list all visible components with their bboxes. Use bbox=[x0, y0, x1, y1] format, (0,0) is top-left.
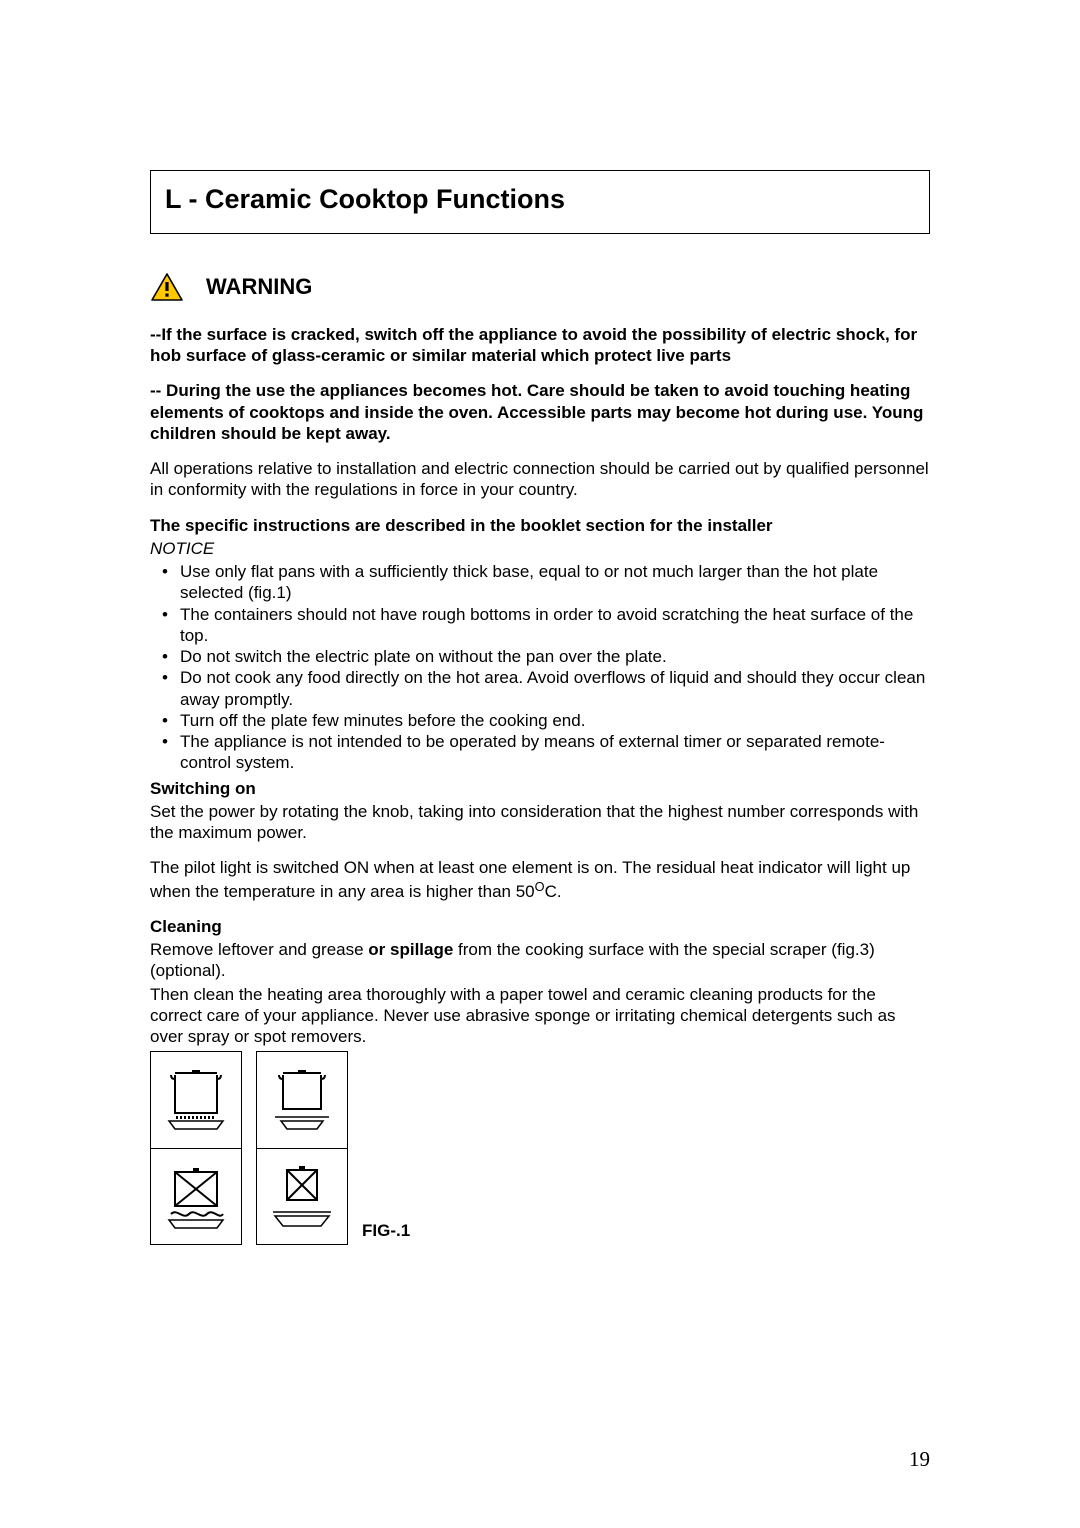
switching-p2: The pilot light is switched ON when at l… bbox=[150, 857, 930, 902]
pan-good-icon bbox=[151, 1052, 241, 1148]
cleaning-p1-bold: or spillage bbox=[368, 940, 453, 959]
figure-column-right bbox=[256, 1051, 348, 1245]
switching-sup: O bbox=[535, 879, 545, 894]
list-item: •The appliance is not intended to be ope… bbox=[150, 731, 930, 774]
switching-heading: Switching on bbox=[150, 778, 930, 799]
figure-label: FIG-.1 bbox=[362, 1220, 410, 1245]
notice-list: •Use only flat pans with a sufficiently … bbox=[150, 561, 930, 774]
switching-p2a: The pilot light is switched ON when at l… bbox=[150, 858, 910, 900]
notice-item-text: Do not switch the electric plate on with… bbox=[180, 646, 930, 667]
pan-size-good-icon bbox=[257, 1052, 347, 1148]
cleaning-p2: Then clean the heating area thoroughly w… bbox=[150, 984, 930, 1048]
section-header-box: L - Ceramic Cooktop Functions bbox=[150, 170, 930, 234]
figure-column-left bbox=[150, 1051, 242, 1245]
notice-item-text: Do not cook any food directly on the hot… bbox=[180, 667, 930, 710]
list-item: •Do not switch the electric plate on wit… bbox=[150, 646, 930, 667]
notice-label: NOTICE bbox=[150, 538, 930, 559]
cleaning-heading: Cleaning bbox=[150, 916, 930, 937]
cleaning-p1a: Remove leftover and grease bbox=[150, 940, 368, 959]
cleaning-p1: Remove leftover and grease or spillage f… bbox=[150, 939, 930, 982]
switching-p1: Set the power by rotating the knob, taki… bbox=[150, 801, 930, 844]
install-paragraph: All operations relative to installation … bbox=[150, 458, 930, 501]
list-item: •Do not cook any food directly on the ho… bbox=[150, 667, 930, 710]
notice-item-text: The appliance is not intended to be oper… bbox=[180, 731, 930, 774]
installer-heading: The specific instructions are described … bbox=[150, 515, 930, 536]
warning-paragraph-2: -- During the use the appliances becomes… bbox=[150, 380, 930, 444]
page-number: 19 bbox=[909, 1446, 930, 1472]
warning-paragraph-1: --If the surface is cracked, switch off … bbox=[150, 324, 930, 367]
warning-icon bbox=[150, 272, 184, 302]
section-title: L - Ceramic Cooktop Functions bbox=[165, 183, 915, 217]
list-item: •The containers should not have rough bo… bbox=[150, 604, 930, 647]
figure-row: FIG-.1 bbox=[150, 1051, 930, 1245]
notice-item-text: Use only flat pans with a sufficiently t… bbox=[180, 561, 930, 604]
list-item: •Use only flat pans with a sufficiently … bbox=[150, 561, 930, 604]
pan-bad-icon bbox=[151, 1148, 241, 1244]
pan-size-bad-icon bbox=[257, 1148, 347, 1244]
notice-item-text: Turn off the plate few minutes before th… bbox=[180, 710, 930, 731]
warning-row: WARNING bbox=[150, 272, 930, 302]
notice-item-text: The containers should not have rough bot… bbox=[180, 604, 930, 647]
warning-label: WARNING bbox=[206, 273, 312, 301]
list-item: •Turn off the plate few minutes before t… bbox=[150, 710, 930, 731]
switching-p2b: C. bbox=[545, 882, 562, 901]
